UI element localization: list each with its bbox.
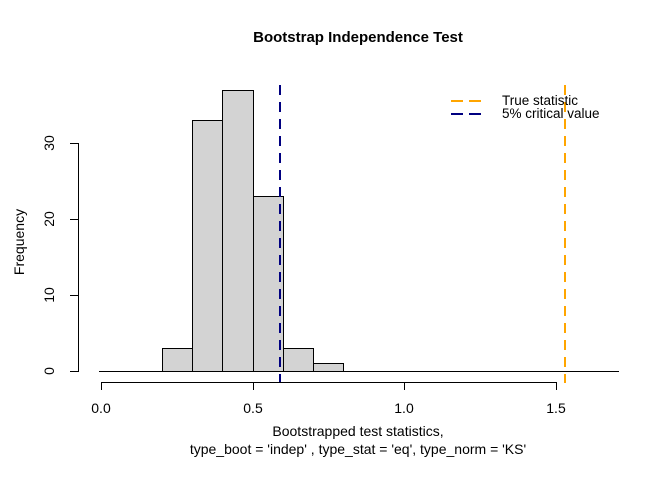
legend-item-true-statistic: True statistic: [451, 94, 600, 107]
y-axis-label: Frequency: [11, 208, 27, 276]
y-tick: [70, 371, 78, 372]
x-tick: [101, 382, 102, 390]
legend: True statistic 5% critical value: [451, 94, 600, 120]
x-tick-label: 1.0: [394, 400, 414, 416]
y-tick-label: 30: [41, 135, 57, 151]
y-tick-label: 0: [41, 367, 57, 375]
x-tick-label: 1.5: [546, 400, 566, 416]
x-tick: [253, 382, 254, 390]
x-axis-line: [101, 382, 557, 383]
dashed-line-sample-icon: [451, 112, 481, 115]
x-axis-label-line1: Bootstrapped test statistics,: [272, 423, 444, 439]
y-tick: [70, 219, 78, 220]
y-tick: [70, 295, 78, 296]
x-tick: [556, 382, 557, 390]
dashed-line-sample-icon: [451, 99, 481, 102]
x-tick-label: 0.5: [243, 400, 263, 416]
histogram-bar: [283, 348, 314, 372]
histogram-bar: [222, 90, 254, 372]
true-statistic-line: [564, 85, 566, 383]
legend-label: 5% critical value: [502, 106, 600, 121]
histogram-bar: [192, 120, 223, 372]
histogram-bar: [313, 363, 344, 372]
legend-label: True statistic: [502, 93, 579, 108]
x-tick-label: 0.0: [91, 400, 111, 416]
legend-item-critical-value: 5% critical value: [451, 107, 600, 120]
y-tick: [70, 143, 78, 144]
histogram-bar: [162, 348, 193, 372]
y-tick-label: 10: [41, 287, 57, 303]
critical-value-line: [279, 85, 281, 383]
x-tick: [404, 382, 405, 390]
y-tick-label: 20: [41, 211, 57, 227]
histogram-bar: [253, 196, 284, 372]
y-axis-line: [78, 143, 79, 372]
chart-title: Bootstrap Independence Test: [253, 29, 463, 46]
zero-baseline: [99, 371, 619, 372]
x-axis-label-line2: type_boot = 'indep' , type_stat = 'eq', …: [189, 441, 527, 457]
